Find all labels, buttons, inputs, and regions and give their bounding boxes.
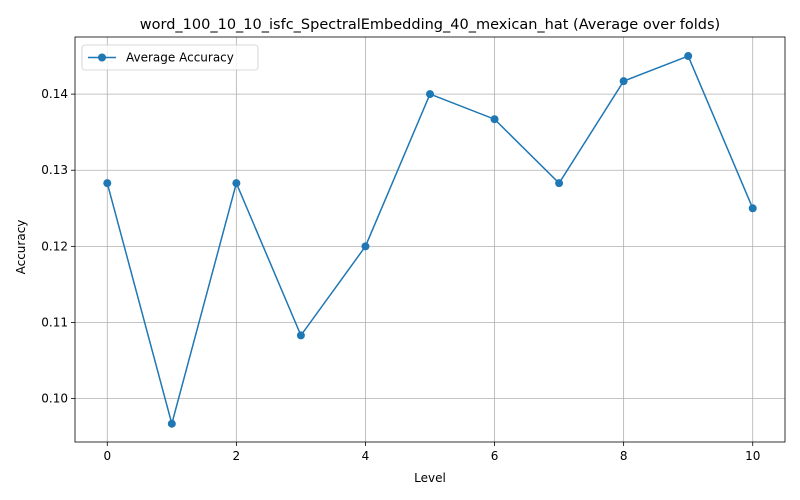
x-axis: 0 2 4 6 8 10 [103, 442, 760, 463]
y-tick-label: 0.14 [41, 87, 68, 101]
legend-label: Average Accuracy [126, 51, 234, 65]
legend-marker [98, 53, 106, 62]
grid [75, 37, 785, 442]
y-tick-label: 0.10 [41, 392, 68, 406]
legend: Average Accuracy [81, 44, 259, 71]
x-tick-label: 0 [103, 449, 111, 463]
y-axis-label: Accuracy [14, 220, 28, 275]
data-point [684, 52, 693, 61]
data-point [167, 419, 176, 428]
y-tick-label: 0.12 [41, 239, 68, 253]
legend-box [81, 44, 259, 71]
data-point [426, 90, 434, 99]
data-point [490, 115, 499, 124]
data-point [361, 242, 370, 251]
data-point [296, 331, 305, 340]
series-layer [103, 52, 757, 428]
chart-title: word_100_10_10_isfc_SpectralEmbedding_40… [140, 17, 720, 33]
data-point [232, 179, 241, 188]
data-point [103, 179, 112, 188]
plot-frame [74, 36, 786, 443]
x-axis-label: Level [414, 471, 446, 485]
data-point [619, 77, 628, 86]
y-tick-label: 0.13 [41, 163, 68, 177]
data-point [555, 179, 564, 188]
series-line [106, 55, 754, 427]
y-axis: 0.10 0.11 0.12 0.13 0.14 [41, 87, 75, 406]
x-tick-label: 4 [362, 449, 370, 463]
x-tick-label: 8 [620, 449, 628, 463]
y-tick-label: 0.11 [41, 315, 68, 329]
x-tick-label: 10 [745, 449, 760, 463]
data-point [748, 204, 757, 213]
x-tick-label: 2 [233, 449, 241, 463]
x-tick-label: 6 [491, 449, 499, 463]
